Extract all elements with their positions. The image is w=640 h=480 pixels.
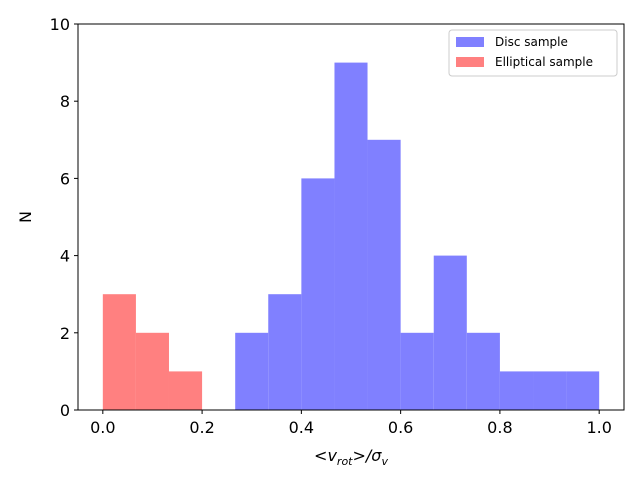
disc-bar-10 <box>566 371 600 410</box>
y-tick-label: 2 <box>60 324 70 343</box>
disc-bar-0 <box>235 332 269 410</box>
x-tick-label: 0.4 <box>289 418 314 437</box>
legend-swatch-disc <box>456 37 484 47</box>
elliptical-bar-1 <box>135 332 169 410</box>
disc-bar-9 <box>533 371 567 410</box>
x-tick-label: 0.6 <box>388 418 413 437</box>
x-tick-label: 0.8 <box>487 418 512 437</box>
x-tick-label: 0.0 <box>90 418 115 437</box>
disc-bar-5 <box>400 332 434 410</box>
disc-bar-4 <box>367 139 401 411</box>
y-tick-label: 10 <box>50 15 70 34</box>
plot-frame <box>77 23 625 411</box>
legend-label-elliptical: Elliptical sample <box>495 55 593 69</box>
x-axis-label: <vrot>/σv <box>314 446 388 468</box>
y-tick-label: 6 <box>60 169 70 188</box>
y-axis-label: N <box>16 211 35 223</box>
y-axis-ticks: 0 2 4 6 8 10 <box>50 15 78 420</box>
elliptical-bar-0 <box>102 294 136 410</box>
disc-bar-1 <box>268 294 302 410</box>
disc-bar-3 <box>334 62 368 410</box>
y-tick-label: 0 <box>60 401 70 420</box>
legend-label-disc: Disc sample <box>495 35 568 49</box>
y-tick-label: 4 <box>60 247 70 266</box>
y-tick-label: 8 <box>60 92 70 111</box>
disc-bar-6 <box>433 255 467 410</box>
legend-swatch-elliptical <box>456 57 484 67</box>
legend-box <box>448 29 618 77</box>
x-axis-ticks: 0.0 0.2 0.4 0.6 0.8 1.0 <box>90 410 612 437</box>
x-tick-label: 0.2 <box>189 418 214 437</box>
elliptical-bar-2 <box>168 371 203 410</box>
disc-bar-7 <box>466 332 500 410</box>
x-tick-label: 1.0 <box>586 418 611 437</box>
bars-group <box>102 62 600 411</box>
legend: Disc sample Elliptical sample <box>448 29 618 77</box>
disc-bar-8 <box>499 371 534 410</box>
disc-bar-2 <box>301 178 335 410</box>
